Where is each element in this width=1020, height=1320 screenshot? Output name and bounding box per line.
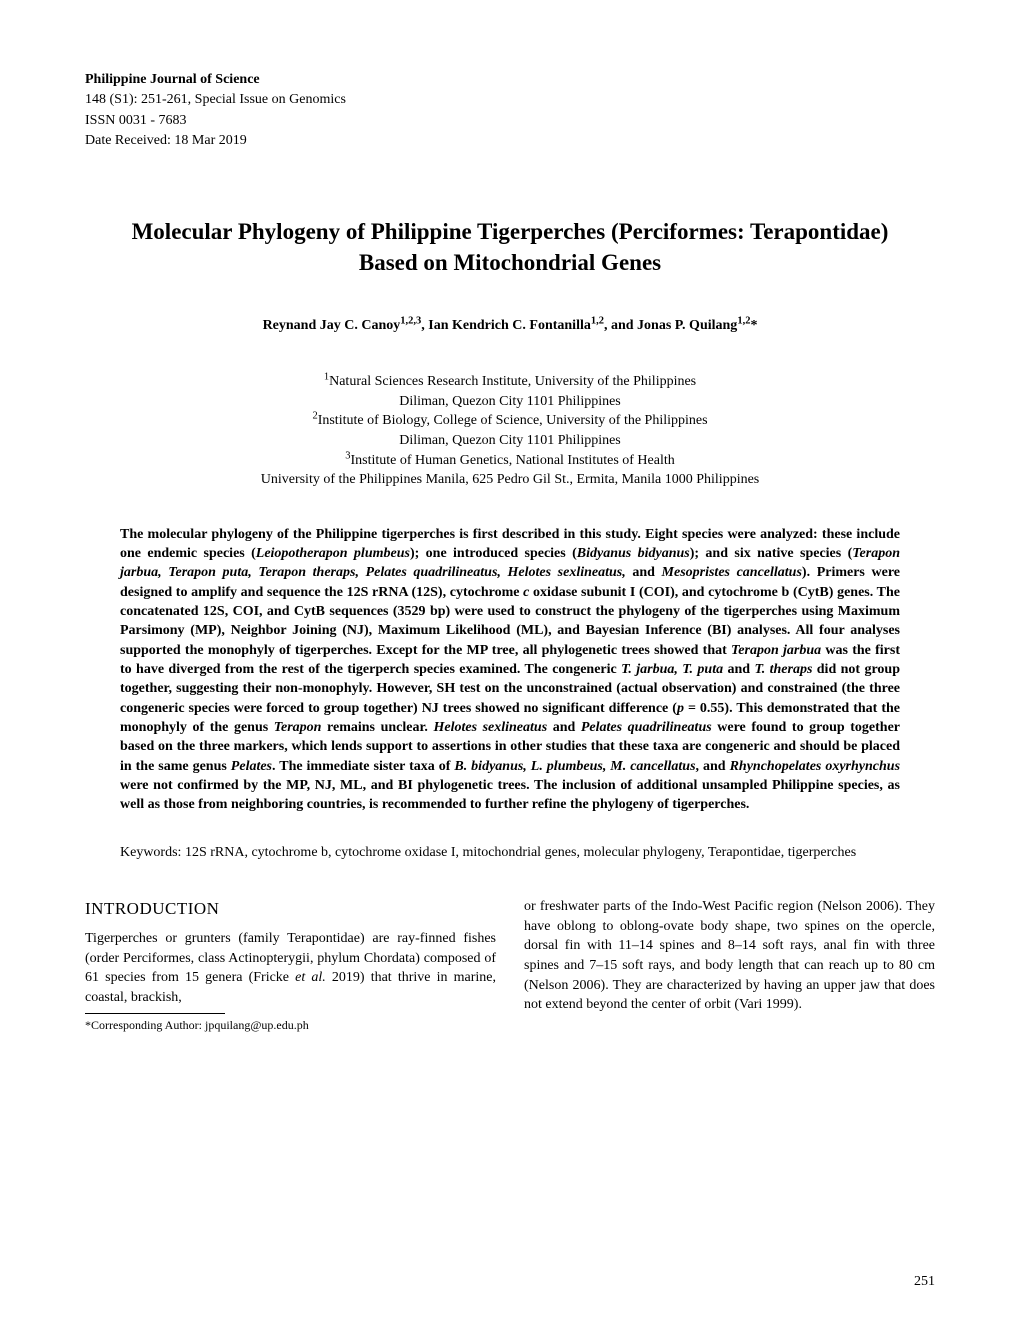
intro-paragraph-right: or freshwater parts of the Indo-West Pac…	[524, 897, 935, 1015]
page-number: 251	[914, 1274, 935, 1290]
affiliation-3-location: University of the Philippines Manila, 62…	[135, 470, 885, 490]
affiliation-3: 3Institute of Human Genetics, National I…	[135, 451, 885, 471]
journal-name: Philippine Journal of Science	[85, 70, 935, 90]
keywords-block: Keywords: 12S rRNA, cytochrome b, cytoch…	[85, 843, 935, 863]
abstract-text: The molecular phylogeny of the Philippin…	[85, 525, 935, 815]
corresponding-author-footnote: *Corresponding Author: jpquilang@up.edu.…	[85, 1017, 496, 1034]
affiliation-2-location: Diliman, Quezon City 1101 Philippines	[135, 431, 885, 451]
left-column: INTRODUCTION Tigerperches or grunters (f…	[85, 897, 496, 1034]
journal-issn: ISSN 0031 - 7683	[85, 111, 935, 131]
introduction-heading: INTRODUCTION	[85, 897, 496, 921]
journal-volume: 148 (S1): 251-261, Special Issue on Geno…	[85, 90, 935, 110]
right-column: or freshwater parts of the Indo-West Pac…	[524, 897, 935, 1034]
affiliation-1-location: Diliman, Quezon City 1101 Philippines	[135, 392, 885, 412]
affiliations-block: 1Natural Sciences Research Institute, Un…	[85, 372, 935, 490]
keywords-label: Keywords:	[120, 845, 185, 860]
affiliation-2: 2Institute of Biology, College of Scienc…	[135, 411, 885, 431]
journal-header: Philippine Journal of Science 148 (S1): …	[85, 70, 935, 151]
intro-paragraph-left: Tigerperches or grunters (family Terapon…	[85, 929, 496, 1007]
authors-line: Reynand Jay C. Canoy1,2,3, Ian Kendrich …	[85, 318, 935, 334]
affiliation-1: 1Natural Sciences Research Institute, Un…	[135, 372, 885, 392]
keywords-text: 12S rRNA, cytochrome b, cytochrome oxida…	[185, 845, 856, 860]
article-title: Molecular Phylogeny of Philippine Tigerp…	[85, 216, 935, 278]
footnote-divider	[85, 1013, 225, 1014]
journal-date-received: Date Received: 18 Mar 2019	[85, 131, 935, 151]
two-column-body: INTRODUCTION Tigerperches or grunters (f…	[85, 897, 935, 1034]
